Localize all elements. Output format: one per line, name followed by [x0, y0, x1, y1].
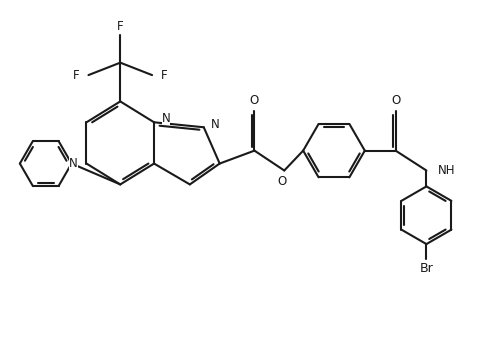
Text: O: O: [278, 175, 287, 188]
Text: F: F: [73, 68, 80, 82]
Text: N: N: [162, 112, 170, 125]
Text: Br: Br: [419, 262, 433, 276]
Text: F: F: [117, 20, 124, 33]
Text: O: O: [391, 95, 400, 107]
Text: N: N: [69, 157, 78, 170]
Text: F: F: [161, 68, 167, 82]
Text: N: N: [211, 118, 220, 131]
Text: O: O: [250, 95, 259, 107]
Text: NH: NH: [438, 164, 456, 177]
